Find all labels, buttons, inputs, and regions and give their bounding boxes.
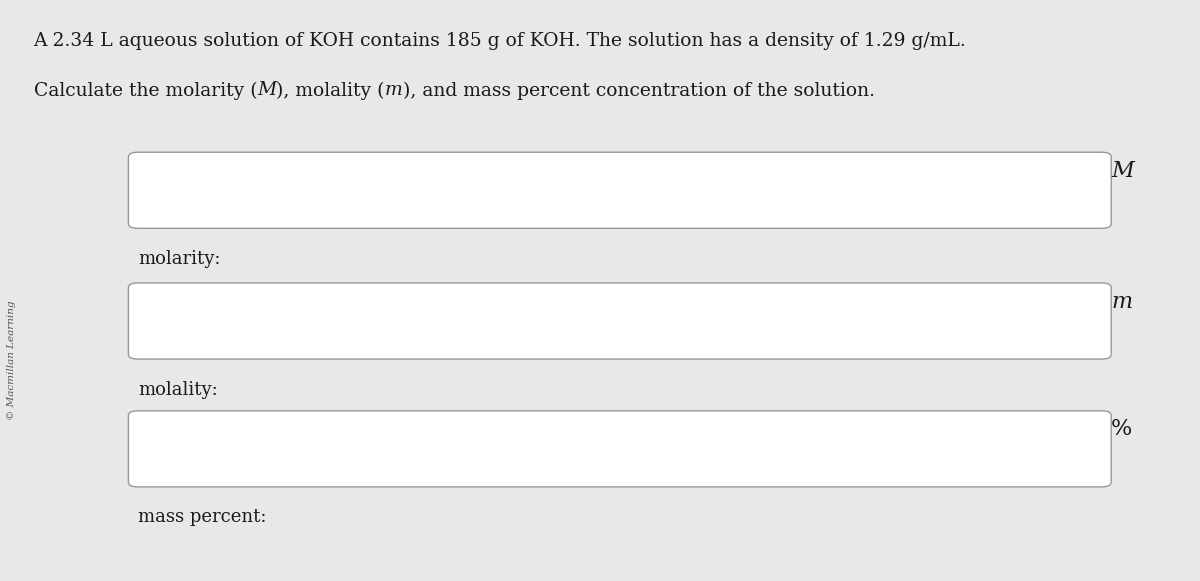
Text: molarity:: molarity: [138,250,221,268]
Text: mass percent:: mass percent: [138,508,266,526]
Text: molality:: molality: [138,381,217,399]
Text: A 2.34 L aqueous solution of KOH contains 185 g of KOH. The solution has a densi: A 2.34 L aqueous solution of KOH contain… [34,32,966,50]
FancyBboxPatch shape [128,152,1111,228]
Text: m: m [385,81,403,99]
Text: © Macmillan Learning: © Macmillan Learning [7,300,17,420]
Text: ), and mass percent concentration of the solution.: ), and mass percent concentration of the… [403,81,875,99]
Text: M: M [1111,160,1134,182]
FancyBboxPatch shape [128,411,1111,487]
FancyBboxPatch shape [128,283,1111,359]
Text: M: M [257,81,276,99]
Text: Calculate the molarity (: Calculate the molarity ( [34,81,257,99]
Text: m: m [1111,290,1133,313]
Text: %: % [1111,418,1133,440]
Text: ), molality (: ), molality ( [276,81,385,99]
